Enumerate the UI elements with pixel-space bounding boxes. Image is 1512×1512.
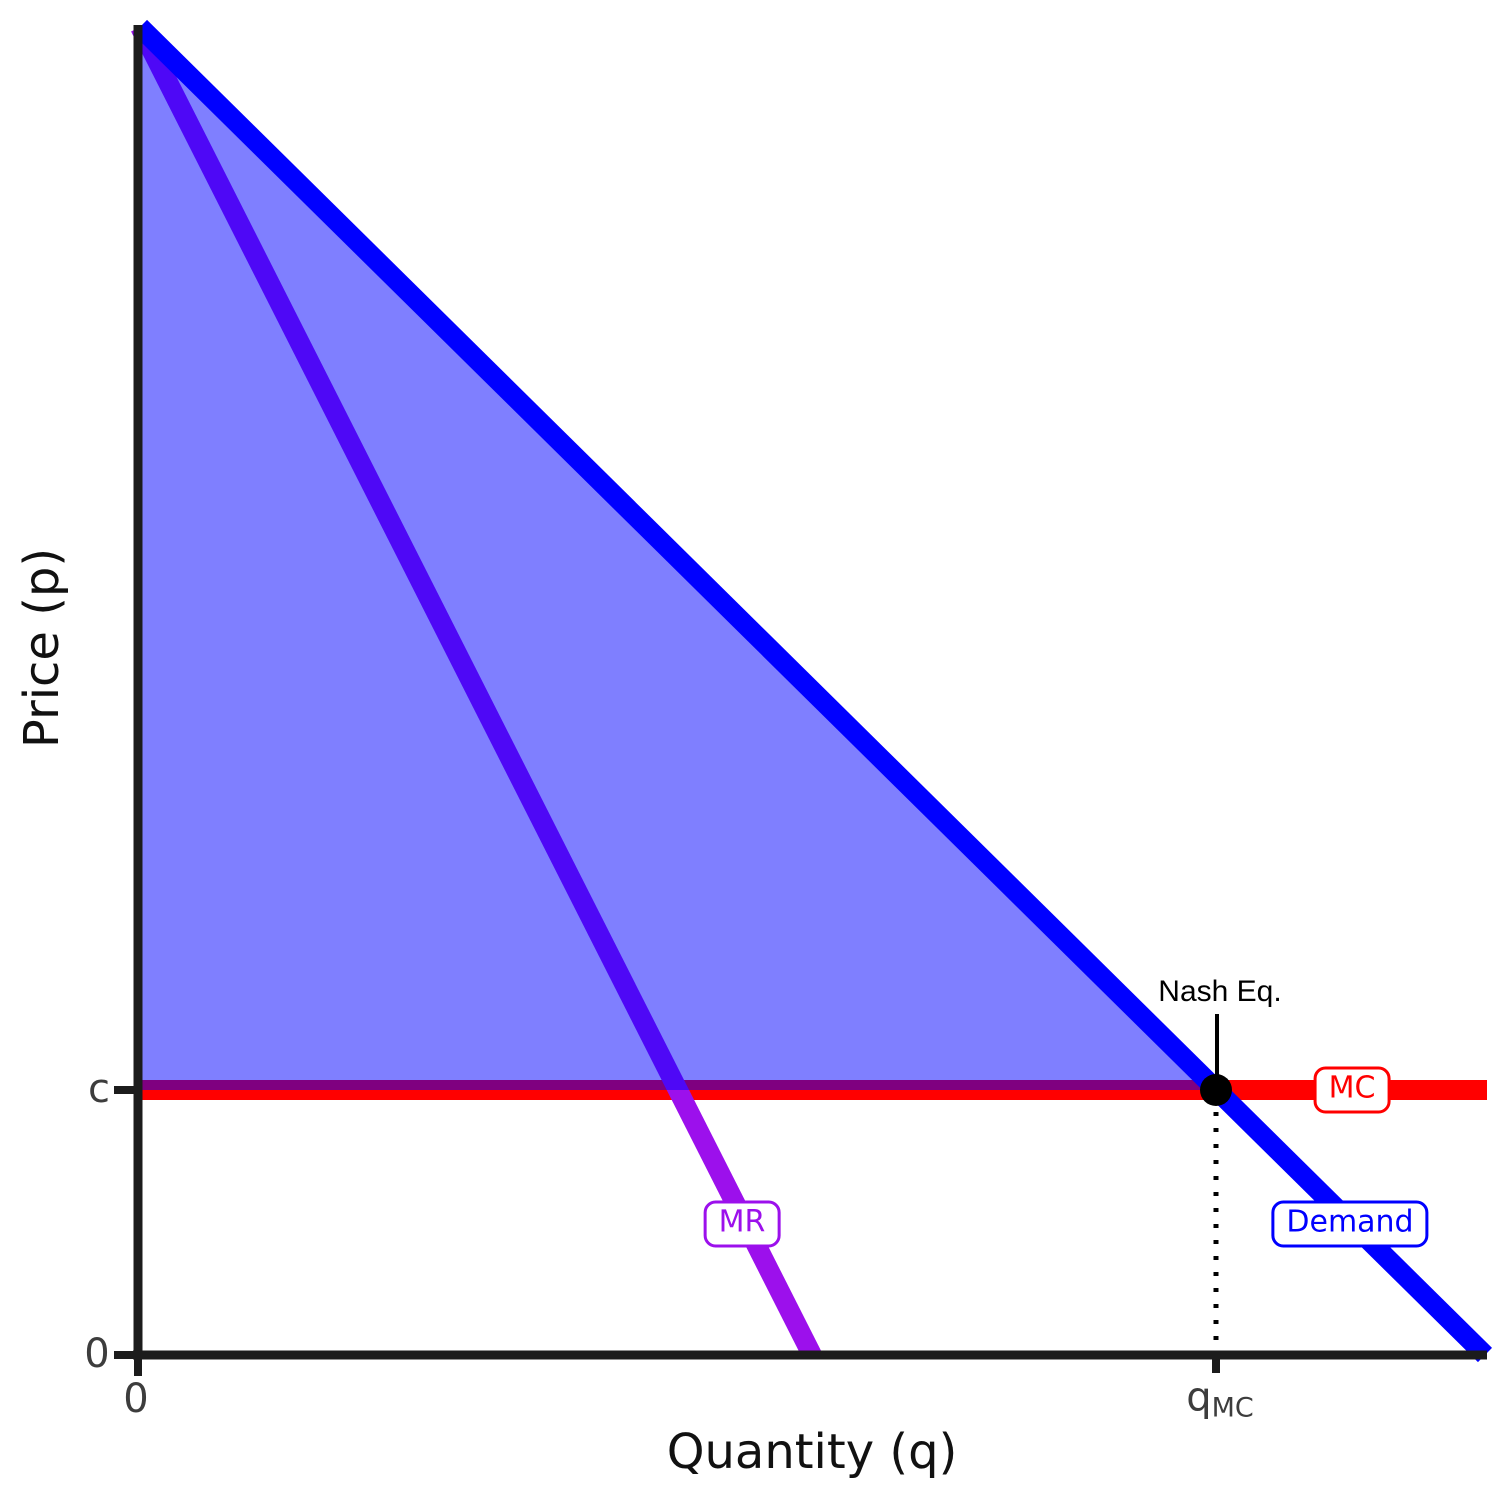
y-tick-label-c: c bbox=[88, 1066, 110, 1112]
mc-label-box: MC bbox=[1313, 1066, 1391, 1114]
qmc-subscript: MC bbox=[1211, 1392, 1254, 1424]
qmc-main: q bbox=[1186, 1374, 1212, 1421]
x-tick-label-qmc: qMC bbox=[1186, 1375, 1254, 1424]
x-tick-label-zero: 0 bbox=[123, 1376, 149, 1422]
y-axis-title: Price (p) bbox=[14, 547, 70, 749]
demand-label-box: Demand bbox=[1271, 1200, 1429, 1248]
nash-eq-point bbox=[1200, 1074, 1232, 1106]
y-tick-label-zero: 0 bbox=[84, 1331, 110, 1377]
x-axis-title: Quantity (q) bbox=[666, 1424, 958, 1480]
nash-eq-label: Nash Eq. bbox=[1158, 975, 1282, 1008]
mr-label-box: MR bbox=[703, 1200, 781, 1248]
demand-line bbox=[132, 19, 1493, 1363]
